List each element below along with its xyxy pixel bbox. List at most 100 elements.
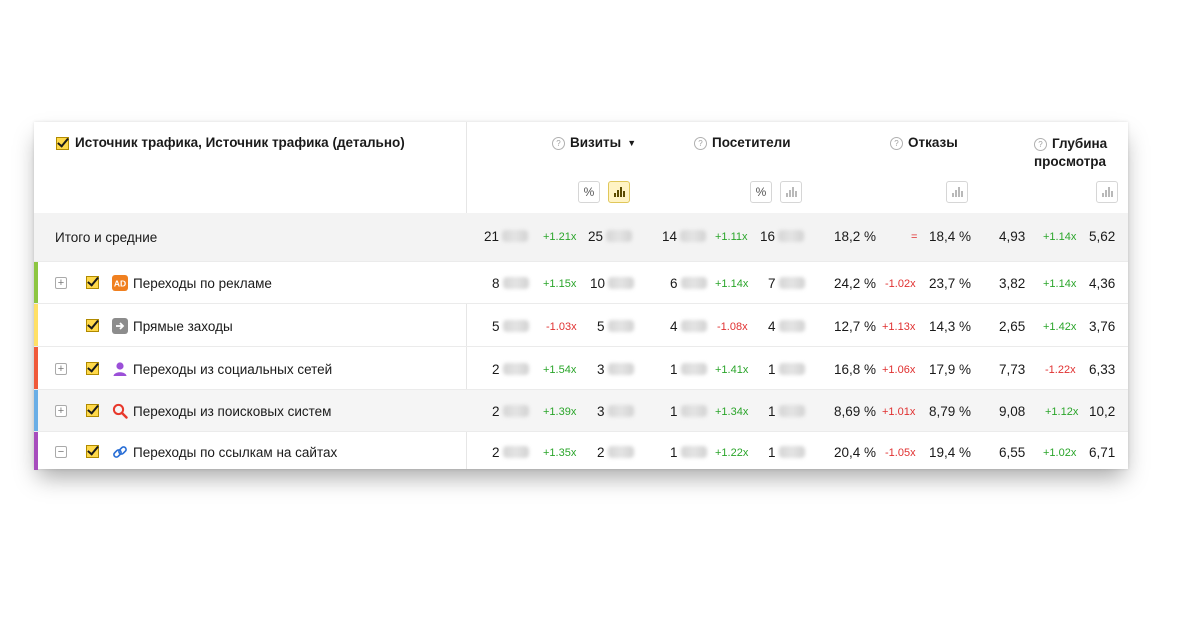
direct-entry-icon (112, 318, 128, 334)
cell-depth-prev: 10,2 (1089, 404, 1116, 419)
cell-visits: 2 (492, 404, 529, 419)
cell-depth-change: +1.02x (1043, 447, 1077, 459)
row-label[interactable]: Переходы по ссылкам на сайтах (133, 445, 338, 460)
link-icon (113, 446, 127, 458)
expand-button[interactable]: + (55, 405, 67, 417)
cell-visits: 2 (492, 445, 529, 460)
cell-bounce-prev: 14,3 % (929, 319, 972, 334)
cell-depth-change: +1.14x (1043, 278, 1077, 290)
svg-text:AD: AD (114, 279, 126, 289)
cell-visits-prev: 2 (597, 445, 634, 460)
cell-visits-change: -1.03x (546, 321, 577, 333)
cell-bounce: 12,7 % (834, 319, 877, 334)
bar-chart-icon (614, 187, 626, 197)
column-visits-header[interactable]: ? Визиты ▼ (552, 135, 636, 150)
cell-depth: 3,82 (999, 276, 1026, 291)
totals-row: Итого и средние 21 +1.21x 25 14 +1.11x 1… (34, 213, 1128, 261)
chart-toggle-visits[interactable] (608, 181, 630, 203)
expand-button[interactable]: + (55, 363, 67, 375)
cell-visits-change: +1.35x (543, 447, 577, 459)
dimension-header[interactable]: Источник трафика, Источник трафика (дета… (56, 135, 405, 150)
cell-visits-change: +1.21x (543, 231, 577, 243)
cell-depth: 7,73 (999, 362, 1026, 377)
cell-visits-change: +1.54x (543, 364, 577, 376)
bar-chart-icon (1102, 187, 1114, 197)
chart-toggle-bounce[interactable] (946, 181, 968, 203)
cell-visitors: 6 (670, 276, 707, 291)
cell-visits-change: +1.39x (543, 406, 577, 418)
help-icon[interactable]: ? (890, 137, 903, 150)
cell-visits-prev: 3 (597, 362, 634, 377)
percent-toggle-visitors[interactable]: % (750, 181, 772, 203)
cell-depth: 4,93 (999, 229, 1026, 244)
table-row[interactable]: + Переходы из социальных сетей 2 +1.54x … (34, 346, 1128, 390)
chart-toggle-visitors[interactable] (780, 181, 802, 203)
cell-visits: 8 (492, 276, 529, 291)
cell-bounce: 18,2 % (834, 229, 877, 244)
help-icon[interactable]: ? (552, 137, 565, 150)
row-checkbox[interactable] (86, 445, 99, 458)
cell-depth-prev: 5,62 (1089, 229, 1116, 244)
cell-visits-prev: 25 (588, 229, 633, 244)
table-row[interactable]: − Переходы по ссылкам на сайтах 2 +1.35x… (34, 431, 1128, 470)
cell-depth-prev: 4,36 (1089, 276, 1116, 291)
column-visitors-header[interactable]: ? Посетители (694, 135, 791, 150)
header-checkbox[interactable] (56, 136, 69, 150)
row-checkbox[interactable] (86, 404, 99, 417)
row-label[interactable]: Переходы из поисковых систем (133, 404, 332, 419)
row-checkbox[interactable] (86, 276, 99, 289)
cell-visitors: 1 (670, 362, 707, 377)
cell-bounce-change: +1.01x (882, 406, 916, 418)
percent-toggle-visits[interactable]: % (578, 181, 600, 203)
cell-depth-prev: 3,76 (1089, 319, 1116, 334)
cell-visitors-change: +1.22x (715, 447, 749, 459)
column-bounce-header[interactable]: ? Отказы (890, 135, 958, 150)
bar-chart-icon (952, 187, 964, 197)
cell-visitors-prev: 4 (768, 319, 805, 334)
chart-toggle-depth[interactable] (1096, 181, 1118, 203)
cell-depth-change: +1.14x (1043, 231, 1077, 243)
help-icon[interactable]: ? (694, 137, 707, 150)
cell-depth-prev: 6,71 (1089, 445, 1116, 460)
cell-bounce-change: = (911, 231, 918, 243)
row-checkbox[interactable] (86, 319, 99, 332)
cell-depth: 6,55 (999, 445, 1026, 460)
table-row[interactable]: Прямые заходы 5 -1.03x 5 4 -1.08x 4 12,7… (34, 303, 1128, 347)
cell-visitors-change: +1.34x (715, 406, 749, 418)
row-color-stripe (34, 390, 38, 432)
row-label[interactable]: Переходы по рекламе (133, 276, 272, 291)
row-color-stripe (34, 262, 38, 304)
cell-visits-change: +1.15x (543, 278, 577, 290)
row-label[interactable]: Прямые заходы (133, 319, 233, 334)
cell-depth: 9,08 (999, 404, 1026, 419)
collapse-button[interactable]: − (55, 446, 67, 458)
row-label[interactable]: Переходы из социальных сетей (133, 362, 333, 377)
cell-visitors: 1 (670, 445, 707, 460)
cell-visitors-prev: 7 (768, 276, 805, 291)
column-depth-header[interactable]: ? Глубина просмотра (1034, 136, 1108, 169)
social-person-icon (113, 362, 127, 376)
cell-bounce-prev: 23,7 % (929, 276, 972, 291)
cell-visits-prev: 10 (590, 276, 635, 291)
cell-depth: 2,65 (999, 319, 1026, 334)
table-row[interactable]: + AD Переходы по рекламе 8 +1.15x 10 6 +… (34, 261, 1128, 304)
table-header: Источник трафика, Источник трафика (дета… (34, 122, 1128, 212)
cell-visitors-change: +1.11x (715, 231, 748, 243)
table-row[interactable]: + Переходы из поисковых систем 2 +1.39x … (34, 389, 1128, 432)
cell-visitors: 4 (670, 319, 707, 334)
sort-desc-icon: ▼ (627, 138, 637, 148)
cell-visitors: 1 (670, 404, 707, 419)
cell-bounce-change: -1.05x (885, 447, 916, 459)
cell-depth-change: -1.22x (1045, 364, 1076, 376)
cell-bounce-prev: 19,4 % (929, 445, 972, 460)
row-checkbox[interactable] (86, 362, 99, 375)
help-icon[interactable]: ? (1034, 138, 1047, 151)
cell-bounce: 24,2 % (834, 276, 877, 291)
cell-bounce-prev: 17,9 % (929, 362, 972, 377)
cell-visitors: 14 (662, 229, 707, 244)
cell-bounce: 16,8 % (834, 362, 877, 377)
cell-bounce-change: +1.13x (882, 321, 916, 333)
expand-button[interactable]: + (55, 277, 67, 289)
cell-visitors-prev: 1 (768, 445, 805, 460)
cell-bounce: 20,4 % (834, 445, 877, 460)
